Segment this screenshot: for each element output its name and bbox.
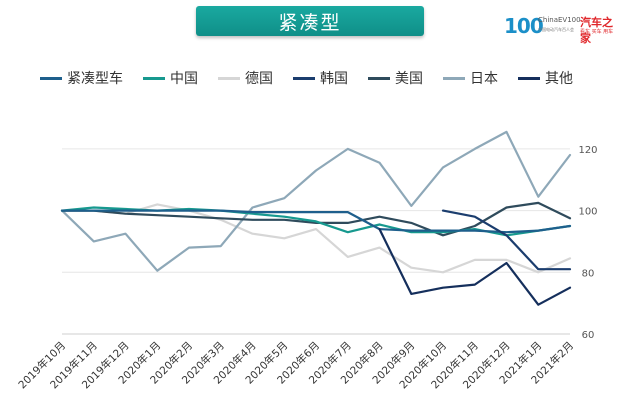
- logo-brand-text: 汽车之家: [580, 16, 613, 45]
- legend-item: 日本: [443, 68, 498, 88]
- legend-label: 日本: [470, 71, 498, 87]
- logo-brand-sub-text: 看车 买车 用车: [580, 29, 614, 35]
- logo-ev-text: ChinaEV100: [538, 16, 581, 24]
- series-line-1: [60, 209, 572, 234]
- series-line-3: [60, 203, 572, 274]
- legend-label: 紧凑型车: [67, 71, 123, 87]
- legend-label: 韩国: [320, 71, 348, 87]
- chart-title: 紧凑型: [278, 11, 342, 34]
- logo-sub-text: 中国电动汽车百人会: [538, 27, 574, 32]
- y-tick-label: 80: [582, 268, 595, 279]
- series-line-5: [60, 201, 572, 237]
- series-line-6: [60, 130, 572, 272]
- y-tick-label: 120: [578, 145, 597, 156]
- legend-label: 美国: [395, 71, 423, 87]
- logo-mark: 100: [504, 14, 544, 38]
- legend-item: 紧凑型车: [40, 68, 123, 88]
- legend-swatch: [143, 76, 165, 80]
- legend-item: 德国: [218, 68, 273, 88]
- series-line-7: [378, 228, 572, 306]
- legend-item: 中国: [143, 68, 198, 88]
- y-tick-label: 60: [582, 330, 595, 341]
- legend-swatch: [40, 76, 62, 80]
- legend-swatch: [443, 76, 465, 80]
- legend-label: 其他: [545, 71, 573, 87]
- legend-swatch: [293, 76, 315, 80]
- legend-item: 其他: [518, 68, 573, 88]
- series-line-4: [441, 209, 572, 271]
- legend-label: 中国: [170, 71, 198, 87]
- legend-swatch: [218, 76, 240, 80]
- chart-legend: 紧凑型车 中国 德国 韩国 美国 日本 其他: [40, 68, 600, 88]
- legend-swatch: [368, 76, 390, 80]
- brand-logo: 100 ChinaEV100 中国电动汽车百人会 汽车之家 看车 买车 用车: [504, 14, 616, 45]
- chart-title-banner: 紧凑型: [196, 6, 424, 36]
- y-tick-label: 100: [578, 207, 597, 218]
- legend-item: 美国: [368, 68, 423, 88]
- legend-item: 韩国: [293, 68, 348, 88]
- legend-swatch: [518, 76, 540, 80]
- legend-label: 德国: [245, 71, 273, 87]
